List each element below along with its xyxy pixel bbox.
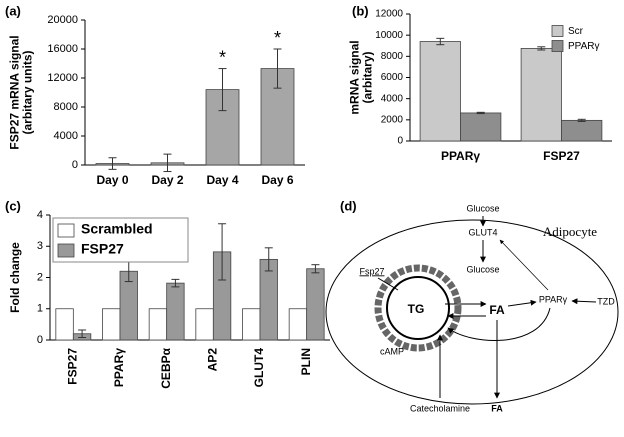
- catecholamine: Catecholamine: [410, 403, 470, 413]
- panel-label: (b): [352, 3, 369, 18]
- ppar: PPARγ: [539, 294, 568, 304]
- legend-swatch: [57, 243, 75, 258]
- x-tick-label: PLIN: [299, 348, 313, 375]
- y-axis-label: Fold change: [8, 242, 22, 313]
- x-tick-label: Day 4: [206, 173, 238, 187]
- tzd: TZD: [597, 296, 615, 306]
- legend-label: PPARγ: [568, 41, 600, 52]
- y-tick-label: 16000: [47, 43, 78, 55]
- fa: FA: [489, 303, 505, 317]
- significance-marker: *: [274, 28, 281, 48]
- bar: [242, 308, 261, 341]
- bar: [419, 41, 461, 142]
- x-tick-label: PPARγ: [441, 149, 480, 163]
- x-tick-label: Day 2: [151, 173, 183, 187]
- arrow: [507, 299, 537, 307]
- y-tick-label: 0: [37, 334, 43, 346]
- pointer: [377, 277, 399, 291]
- fsp27-label: Fsp27: [359, 266, 384, 276]
- x-tick-label: Day 6: [261, 173, 293, 187]
- glut4: GLUT4: [468, 227, 497, 237]
- cell-title: Adipocyte: [543, 224, 597, 239]
- panel-label: (c): [5, 198, 21, 213]
- legend-label: FSP27: [81, 241, 124, 257]
- bar: [166, 282, 185, 341]
- y-tick-label: 1: [37, 303, 43, 315]
- bar: [148, 308, 168, 341]
- arrow: [499, 239, 549, 291]
- x-tick-label: GLUT4: [252, 348, 266, 388]
- cell-membrane: [325, 219, 619, 405]
- legend-label: Scr: [568, 26, 584, 37]
- legend-swatch: [551, 40, 564, 52]
- x-tick-label: AP2: [206, 348, 220, 372]
- glucose-out: Glucose: [466, 203, 499, 213]
- x-tick-label: FSP27: [543, 149, 580, 163]
- y-axis-label: mRNA signal: [348, 40, 362, 114]
- tg: TG: [408, 302, 425, 316]
- y-tick-label: 10000: [375, 30, 403, 41]
- y-tick-label: 8000: [381, 51, 404, 62]
- glucose-in: Glucose: [466, 264, 499, 274]
- x-tick-label: FSP27: [66, 348, 80, 385]
- y-tick-label: 0: [72, 159, 78, 171]
- bar: [55, 308, 74, 341]
- x-tick-label: CEBPα: [159, 347, 173, 388]
- y-tick-label: 4000: [54, 130, 78, 142]
- arrow: [447, 307, 551, 341]
- y-tick-label: 12000: [47, 72, 78, 84]
- legend-label: Scrambled: [81, 221, 153, 237]
- x-tick-label: PPARγ: [112, 348, 126, 387]
- significance-marker: *: [219, 47, 226, 67]
- y-tick-label: 12000: [375, 9, 403, 20]
- legend-swatch: [551, 25, 564, 37]
- bar: [561, 119, 603, 142]
- y-axis-label: (arbitary): [361, 51, 375, 103]
- x-tick-label: Day 0: [96, 173, 128, 187]
- arrow: [571, 298, 597, 305]
- bar: [460, 112, 502, 142]
- camp: cAMP: [380, 346, 404, 356]
- y-tick-label: 20000: [47, 14, 78, 26]
- bar: [520, 47, 562, 142]
- y-axis-label: (arbitary units): [21, 50, 35, 134]
- bar: [306, 268, 325, 341]
- y-tick-label: 8000: [54, 101, 78, 113]
- y-tick-label: 4: [37, 209, 43, 221]
- bar: [259, 258, 278, 341]
- lipid-droplet-coat: [374, 264, 462, 352]
- bar: [195, 308, 214, 341]
- y-tick-label: 4000: [381, 93, 404, 104]
- panel-label: (d): [340, 198, 357, 213]
- y-tick-label: 0: [397, 136, 403, 147]
- y-axis-label: FSP27 mRNA signal: [8, 35, 22, 149]
- legend-swatch: [57, 223, 75, 238]
- bar: [102, 308, 121, 341]
- lipid-droplet: [386, 276, 450, 340]
- diagram: (d) Glucose GLUT4 Glucose Adipocyte Fsp2…: [325, 198, 619, 413]
- y-tick-label: 3: [37, 240, 43, 252]
- y-tick-label: 2000: [381, 114, 404, 125]
- bar: [288, 308, 308, 341]
- panel-label: (a): [5, 3, 21, 18]
- legend-box: [52, 217, 189, 263]
- fa-out: FA: [491, 403, 503, 413]
- y-tick-label: 6000: [381, 72, 404, 83]
- y-tick-label: 2: [37, 271, 43, 283]
